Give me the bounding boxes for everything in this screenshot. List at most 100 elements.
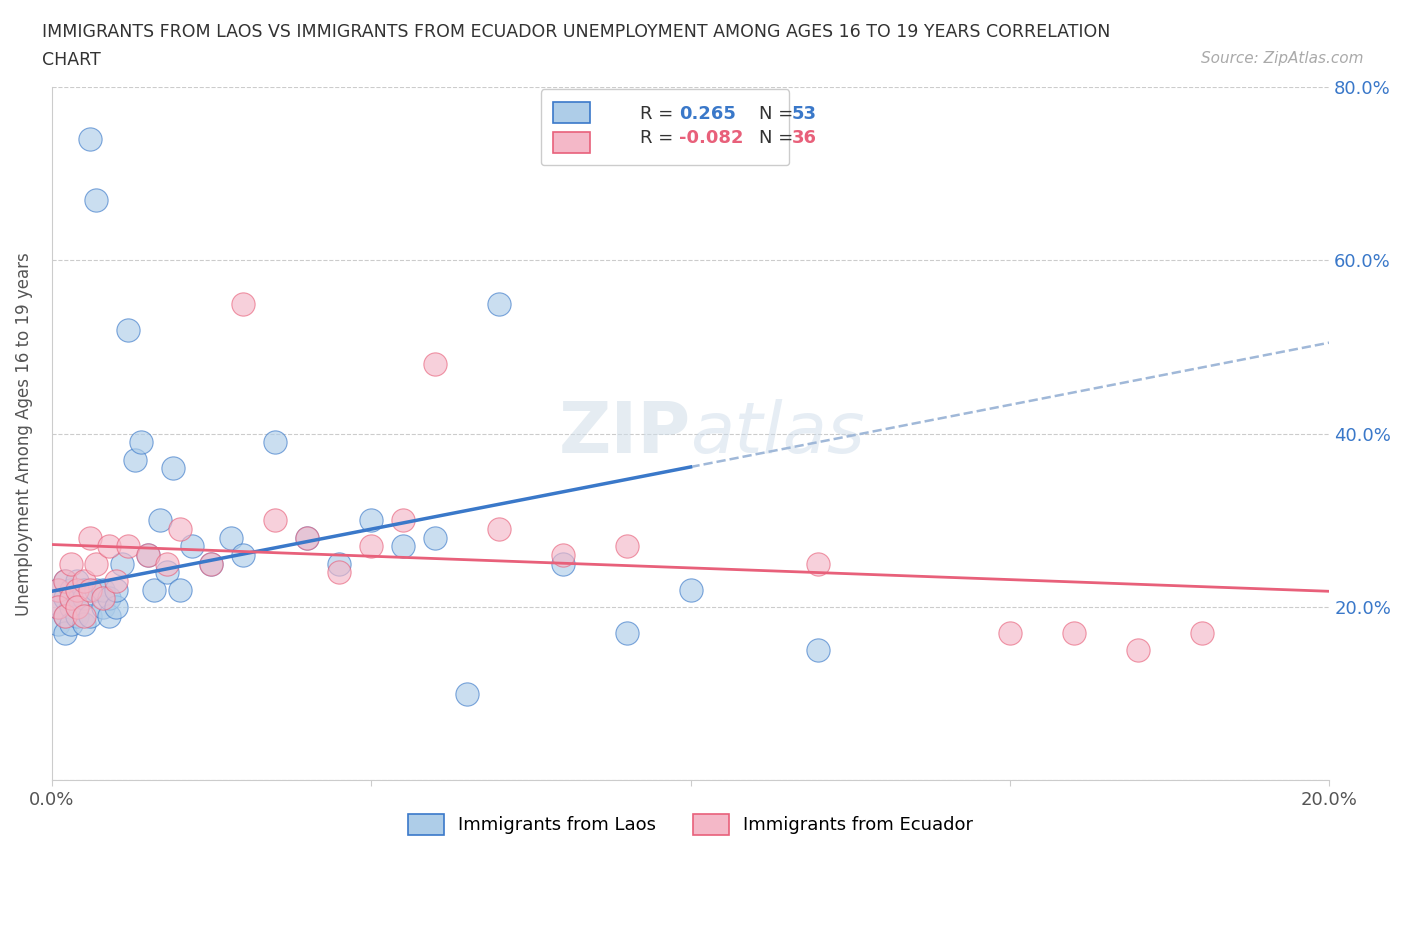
Text: ZIP: ZIP [558,399,690,468]
Point [111,556,134,571]
Point [117,538,139,553]
Point [142,582,165,597]
Point [66,582,89,597]
Point [53,608,76,623]
Point [807,643,830,658]
Point [264,435,287,450]
Text: N =: N = [759,128,793,147]
Point [488,297,510,312]
Point [59,600,82,615]
Point [104,582,127,597]
Point [488,522,510,537]
Point [616,538,638,553]
Point [360,512,382,527]
Point [46,582,69,597]
Point [73,591,96,605]
Point [59,556,82,571]
Text: Source: ZipAtlas.com: Source: ZipAtlas.com [1201,51,1364,66]
Point [129,435,152,450]
Point [79,608,101,623]
Point [423,357,446,372]
Point [46,617,69,631]
Point [156,565,179,579]
Point [46,600,69,615]
Point [73,608,96,623]
Point [66,600,89,615]
Point [156,556,179,571]
Point [998,626,1021,641]
Point [91,591,114,605]
Point [98,538,121,553]
Point [73,574,96,589]
Point [66,574,89,589]
Text: 36: 36 [792,128,817,147]
Point [1191,626,1213,641]
Point [59,617,82,631]
Point [807,556,830,571]
Point [124,452,146,467]
Point [53,574,76,589]
Point [91,582,114,597]
Point [53,608,76,623]
Point [392,512,415,527]
Point [104,574,127,589]
Point [53,626,76,641]
Point [219,530,242,545]
Point [79,530,101,545]
Point [551,556,574,571]
Y-axis label: Unemployment Among Ages 16 to 19 years: Unemployment Among Ages 16 to 19 years [15,252,32,616]
Point [79,582,101,597]
Point [59,591,82,605]
Point [59,582,82,597]
Point [53,574,76,589]
Text: atlas: atlas [690,399,865,468]
Point [79,132,101,147]
Point [1063,626,1085,641]
Point [169,522,191,537]
Point [46,582,69,597]
Point [66,608,89,623]
Point [53,591,76,605]
Point [328,565,350,579]
Point [136,548,159,563]
Text: IMMIGRANTS FROM LAOS VS IMMIGRANTS FROM ECUADOR UNEMPLOYMENT AMONG AGES 16 TO 19: IMMIGRANTS FROM LAOS VS IMMIGRANTS FROM … [42,23,1111,41]
Point [360,538,382,553]
Point [86,193,108,207]
Point [679,582,702,597]
Point [86,556,108,571]
Point [149,512,172,527]
Point [73,617,96,631]
Point [328,556,350,571]
Point [1126,643,1149,658]
Point [169,582,191,597]
Point [98,591,121,605]
Point [232,548,254,563]
Point [200,556,222,571]
Point [86,582,108,597]
Point [59,591,82,605]
Point [200,556,222,571]
Text: 53: 53 [792,105,817,124]
Point [423,530,446,545]
Point [46,600,69,615]
Point [162,461,184,476]
Point [297,530,319,545]
Point [136,548,159,563]
Point [104,600,127,615]
Legend: Immigrants from Laos, Immigrants from Ecuador: Immigrants from Laos, Immigrants from Ec… [395,802,986,847]
Text: R =: R = [640,128,673,147]
Point [73,582,96,597]
Text: R =: R = [640,105,673,124]
Point [181,538,204,553]
Point [616,626,638,641]
Point [66,600,89,615]
Point [392,538,415,553]
Point [456,686,478,701]
Text: CHART: CHART [42,51,101,69]
Point [551,548,574,563]
Point [98,608,121,623]
Point [117,322,139,337]
Text: -0.082: -0.082 [679,128,744,147]
Text: 0.265: 0.265 [679,105,735,124]
Point [264,512,287,527]
